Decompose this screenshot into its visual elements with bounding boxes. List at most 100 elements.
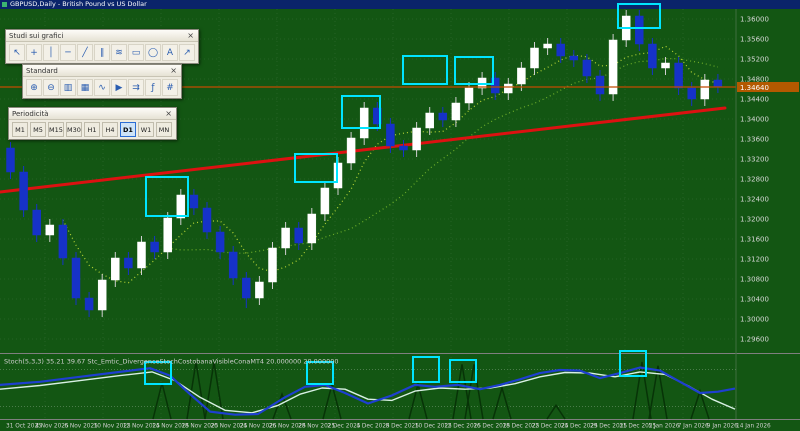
price-axis[interactable] [736,9,800,419]
timeframe-m5-button[interactable]: M5 [30,122,46,137]
vertical-line-icon[interactable]: │ [43,44,59,61]
grid-icon[interactable]: # [162,79,178,96]
chart-title: GBPUSD,Daily - British Pound vs US Dolla… [10,0,147,8]
divergence-spike [492,385,512,420]
timeframe-w1-button[interactable]: W1 [138,122,154,137]
analysis-box[interactable] [619,350,647,377]
timeframe-h1-button[interactable]: H1 [84,122,100,137]
periodicity-titlebar[interactable]: Periodicità × [9,108,176,120]
analysis-box[interactable] [402,55,448,85]
bull-candle [608,39,618,95]
timeframe-h4-button[interactable]: H4 [102,122,118,137]
trend-line[interactable] [0,106,727,194]
analysis-box[interactable] [617,3,661,29]
crosshair-icon[interactable]: + [26,44,42,61]
time-axis[interactable] [0,420,800,431]
candlestick-chart-icon[interactable]: ▦ [77,79,93,96]
standard-titlebar[interactable]: Standard × [23,65,181,77]
price-label: 1.31600 [740,236,769,244]
date-label: 10 Dec 2025 [415,424,452,430]
chart-title-bar[interactable]: GBPUSD,Daily - British Pound vs US Dolla… [0,0,800,9]
timeframe-m15-button[interactable]: M15 [48,122,64,137]
zoom-in-icon[interactable]: ⊕ [26,79,42,96]
cursor-icon[interactable]: ↖ [9,44,25,61]
date-label: 18 Dec 2025 [502,424,539,430]
bull-candle [176,194,186,219]
channel-icon[interactable]: ∥ [94,44,110,61]
divergence-spike [690,388,710,420]
bar-chart-icon[interactable]: ▥ [60,79,76,96]
analysis-box[interactable] [144,361,172,385]
date-label: 10 Nov 2025 [94,424,131,430]
current-price-tag [737,82,799,92]
trendline-icon[interactable]: ╱ [77,44,93,61]
date-label: 14 Nov 2025 [152,424,189,430]
bull-candle [97,279,107,311]
bear-candle [242,277,251,299]
fibonacci-icon[interactable]: ≋ [111,44,127,61]
analysis-box[interactable] [145,176,189,217]
timeframe-d1-button[interactable]: D1 [120,122,136,137]
bull-candle [517,67,526,85]
ellipse-icon[interactable]: ◯ [145,44,161,61]
bull-candle [268,247,277,283]
bear-candle [58,224,68,259]
price-label: 1.30800 [740,276,769,284]
analysis-box[interactable] [341,95,381,129]
analysis-box[interactable] [454,56,494,85]
close-icon[interactable]: × [187,30,194,40]
bull-candle [307,213,317,244]
price-label: 1.29600 [740,336,769,344]
standard-toolbar[interactable]: Standard × ⊕ ⊖ ▥ ▦ ∿ ▶ ⇉ ƒ # [22,64,182,99]
bear-candle [189,194,199,209]
periodicity-toolbar[interactable]: Periodicità × M1 M5 M15 M30 H1 H4 D1 W1 MN [8,107,177,140]
bull-candle [111,257,120,281]
line-studies-titlebar[interactable]: Studi sui grafici × [6,30,198,42]
price-label: 1.32400 [740,196,769,204]
bear-candle [687,87,696,100]
analysis-box[interactable] [449,359,477,383]
date-label: 18 Nov 2025 [181,424,218,430]
standard-title: Standard [26,66,58,75]
line-studies-title: Studi sui grafici [9,31,64,40]
indicators-icon[interactable]: ƒ [145,79,161,96]
chart-shift-icon[interactable]: ⇉ [128,79,144,96]
bull-candle [412,127,421,151]
divergence-spike [186,361,206,420]
arrow-icon[interactable]: ↗ [179,44,195,61]
date-label: 4 Dec 2025 [356,424,390,430]
line-chart-icon[interactable]: ∿ [94,79,110,96]
rectangle-icon[interactable]: ▭ [128,44,144,61]
timeframe-m30-button[interactable]: M30 [66,122,82,137]
text-icon[interactable]: A [162,44,178,61]
bear-candle [228,251,238,279]
timeframe-m1-button[interactable]: M1 [12,122,28,137]
horizontal-line-icon[interactable]: ─ [60,44,76,61]
date-label: 16 Dec 2025 [473,424,510,430]
bull-candle [530,47,539,69]
line-studies-toolbar[interactable]: Studi sui grafici × ↖ + │ ─ ╱ ∥ ≋ ▭ ◯ A ↗ [5,29,199,64]
bear-candle [215,231,225,253]
date-label: 29 Dec 2025 [590,424,627,430]
bear-candle [438,112,448,121]
close-icon[interactable]: × [170,65,177,75]
analysis-box[interactable] [294,153,338,183]
bull-candle [504,83,513,94]
price-label: 1.35600 [740,36,769,44]
price-label: 1.34800 [740,76,769,84]
analysis-box[interactable] [412,356,440,383]
date-label: 31 Dec 2025 [619,424,656,430]
bear-candle [150,241,159,253]
bear-candle [19,171,28,211]
bear-candle [294,227,303,244]
date-label: 26 Nov 2025 [269,424,306,430]
bear-candle [373,107,382,125]
date-label: 8 Dec 2025 [386,424,420,430]
bear-candle [71,257,81,299]
timeframe-mn-button[interactable]: MN [156,122,172,137]
analysis-box[interactable] [306,361,334,385]
bear-candle [595,75,605,95]
auto-scroll-icon[interactable]: ▶ [111,79,127,96]
close-icon[interactable]: × [165,108,172,118]
zoom-out-icon[interactable]: ⊖ [43,79,59,96]
